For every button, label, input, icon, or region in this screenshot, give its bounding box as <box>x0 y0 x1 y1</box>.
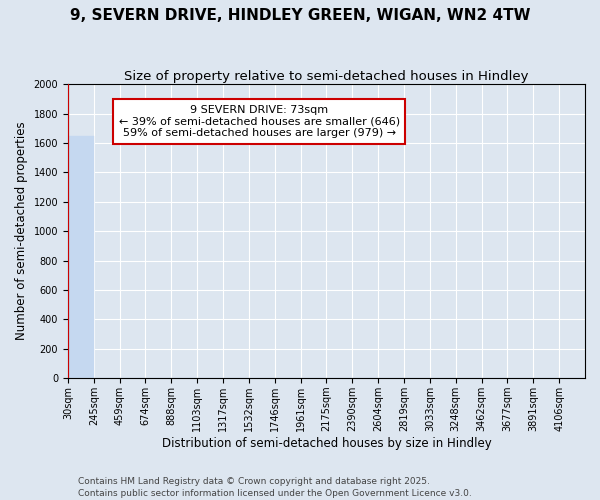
Text: Contains HM Land Registry data © Crown copyright and database right 2025.
Contai: Contains HM Land Registry data © Crown c… <box>78 476 472 498</box>
Y-axis label: Number of semi-detached properties: Number of semi-detached properties <box>15 122 28 340</box>
Text: 9 SEVERN DRIVE: 73sqm
← 39% of semi-detached houses are smaller (646)
59% of sem: 9 SEVERN DRIVE: 73sqm ← 39% of semi-deta… <box>119 104 400 138</box>
Text: 9, SEVERN DRIVE, HINDLEY GREEN, WIGAN, WN2 4TW: 9, SEVERN DRIVE, HINDLEY GREEN, WIGAN, W… <box>70 8 530 22</box>
Title: Size of property relative to semi-detached houses in Hindley: Size of property relative to semi-detach… <box>124 70 529 83</box>
X-axis label: Distribution of semi-detached houses by size in Hindley: Distribution of semi-detached houses by … <box>161 437 491 450</box>
Bar <box>68 136 94 378</box>
